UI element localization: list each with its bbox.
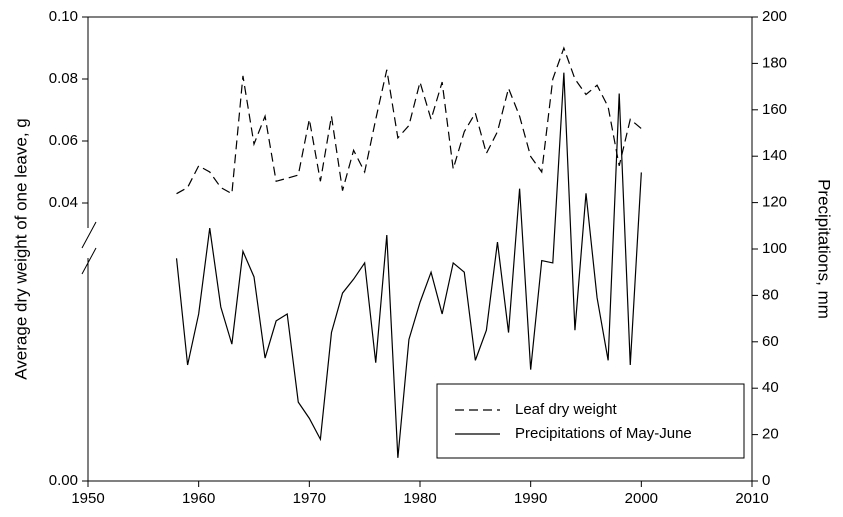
x-tick-label: 1990 [514, 490, 547, 507]
y-tick-label: 0.06 [49, 132, 78, 149]
y-tick-label: 0.08 [49, 70, 78, 87]
data-line [176, 46, 642, 195]
x-tick-label: 2000 [625, 490, 658, 507]
legend-box [436, 383, 745, 459]
axis-break [81, 221, 97, 249]
y-tick-label: 0.00 [49, 472, 78, 489]
y2-tick-label: 200 [762, 8, 787, 25]
y2-axis-label: Precipitations, mm [815, 179, 834, 319]
legend-label: Precipitations of May-June [515, 425, 692, 442]
y2-tick-label: 140 [762, 147, 787, 164]
y2-tick-label: 180 [762, 54, 787, 71]
y-tick-label: 0.10 [49, 8, 78, 25]
y2-tick-label: 60 [762, 333, 779, 350]
y2-tick-label: 80 [762, 286, 779, 303]
y2-tick-label: 0 [762, 472, 770, 489]
y2-tick-label: 100 [762, 240, 787, 257]
x-tick-label: 1960 [182, 490, 215, 507]
legend-label: Leaf dry weight [515, 401, 618, 418]
y-axis-label: Average dry weight of one leave, g [11, 118, 30, 379]
x-tick-label: 1970 [293, 490, 326, 507]
y2-tick-label: 120 [762, 194, 787, 211]
x-tick-label: 2010 [735, 490, 768, 507]
y2-tick-label: 160 [762, 101, 787, 118]
y2-tick-label: 40 [762, 379, 779, 396]
x-tick-label: 1980 [403, 490, 436, 507]
y2-tick-label: 20 [762, 426, 779, 443]
axis-break [81, 247, 97, 275]
data-line [175, 72, 642, 458]
x-tick-label: 1950 [71, 490, 104, 507]
y-tick-label: 0.04 [49, 194, 78, 211]
